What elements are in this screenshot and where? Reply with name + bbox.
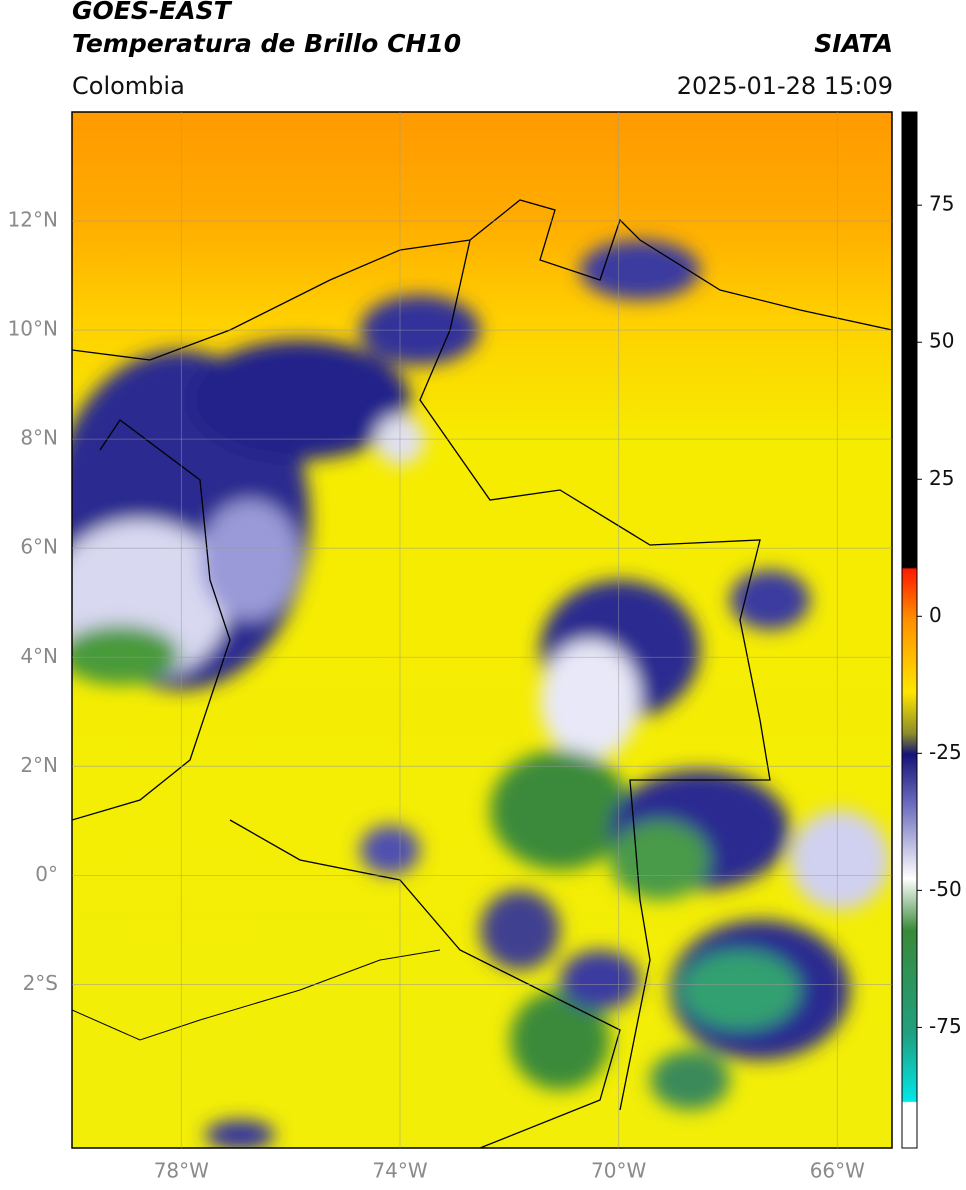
source: SIATA xyxy=(814,29,893,58)
title: GOES-EAST xyxy=(72,0,233,25)
colorbar xyxy=(901,111,918,1149)
subtitle: Temperatura de Brillo CH10 xyxy=(72,29,461,58)
lon-tick-label: 78°W xyxy=(154,1159,209,1183)
lat-tick-label: 8°N xyxy=(20,426,58,450)
colorbar-tick-label: -25 xyxy=(929,740,962,764)
lat-tick-label: 4°N xyxy=(20,644,58,668)
lat-tick-label: 2°N xyxy=(20,753,58,777)
lat-tick-label: 12°N xyxy=(8,208,58,232)
datetime: 2025-01-28 15:09 xyxy=(677,72,893,100)
lat-tick-label: 6°N xyxy=(20,535,58,559)
lon-tick-label: 66°W xyxy=(810,1159,865,1183)
lon-tick-label: 70°W xyxy=(591,1159,646,1183)
lon-tick-label: 74°W xyxy=(372,1159,427,1183)
colorbar-tick-label: 0 xyxy=(929,603,942,627)
colorbar-tick-label: 50 xyxy=(929,329,954,353)
colorbar-tick-label: -75 xyxy=(929,1014,962,1038)
colorbar-tick-label: 25 xyxy=(929,466,954,490)
colorbar-tick-label: 75 xyxy=(929,192,954,216)
imagery xyxy=(72,112,892,1148)
region: Colombia xyxy=(72,72,185,100)
lat-tick-label: 0° xyxy=(35,862,58,886)
colorbar-tick-label: -50 xyxy=(929,877,962,901)
map-frame xyxy=(71,111,893,1149)
lat-tick-label: 2°S xyxy=(23,971,58,995)
lat-tick-label: 10°N xyxy=(8,317,58,341)
